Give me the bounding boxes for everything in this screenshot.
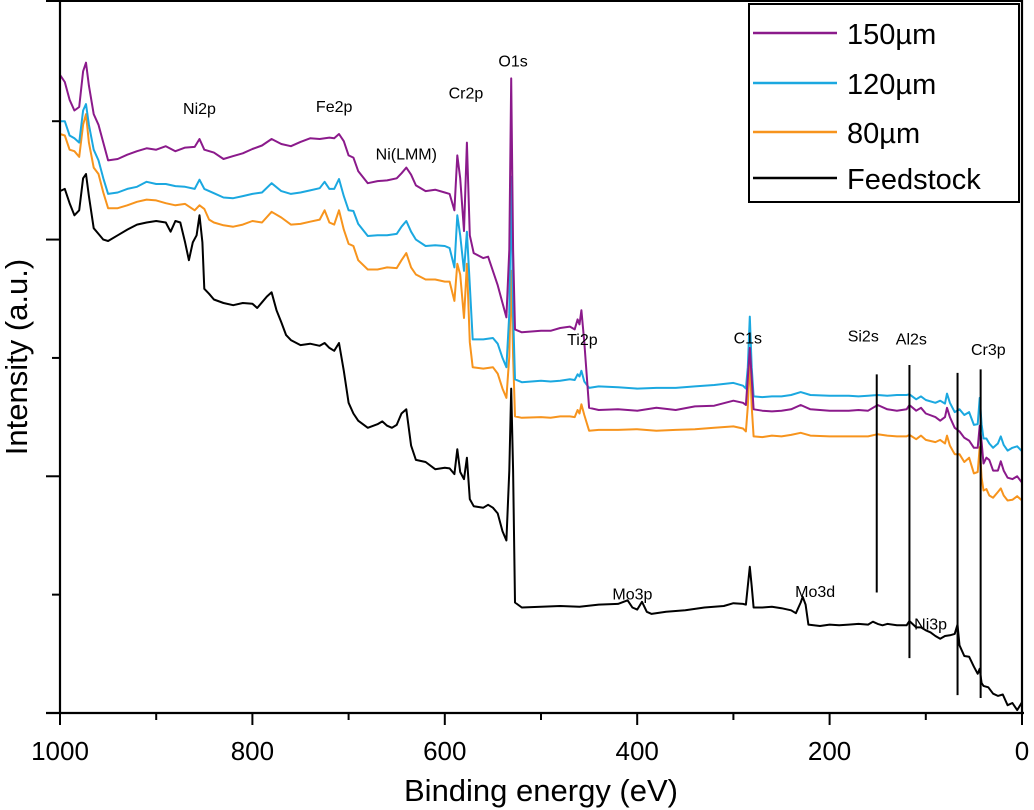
peak-label-mo3p: Mo3p (612, 587, 652, 604)
x-tick-label: 200 (808, 736, 851, 766)
x-axis-title: Binding energy (eV) (404, 773, 678, 808)
peak-label-c1s: C1s (734, 331, 762, 348)
peak-label-si2s: Si2s (848, 329, 879, 346)
x-tick-label: 0 (1015, 736, 1029, 766)
x-tick-label: 400 (616, 736, 659, 766)
series-line-80um (59, 113, 1023, 502)
series-line-feedstock (59, 173, 1023, 712)
series-line-150um (59, 61, 1023, 484)
peak-annotations: Ni2p Fe2p Ni(LMM) Cr2p O1s Ti2p C1s Si2s Al2s Cr3… (183, 53, 1006, 633)
x-axis-ticks: 1000 800 600 400 200 0 (31, 713, 1029, 766)
peak-label-ni3p: Ni3p (914, 617, 947, 634)
series-layer (59, 61, 1023, 712)
peak-label-mo3d: Mo3d (795, 584, 835, 601)
legend-box (748, 3, 1020, 203)
peak-label-al2s: Al2s (896, 331, 927, 348)
peak-label-ni2p: Ni2p (183, 101, 216, 118)
reference-lines (875, 365, 982, 699)
peak-label-ni-lmm: Ni(LMM) (376, 147, 437, 164)
x-tick-label: 1000 (31, 736, 89, 766)
x-tick-label: 600 (423, 736, 466, 766)
peak-label-ti2p: Ti2p (567, 332, 598, 349)
x-tick-label: 800 (231, 736, 274, 766)
peak-label-cr3p: Cr3p (971, 342, 1006, 359)
legend-label-120um: 120µm (847, 69, 936, 101)
legend: 150µm 120µm 80µm Feedstock (748, 3, 1020, 203)
peak-label-o1s: O1s (498, 53, 527, 70)
legend-label-80um: 80µm (847, 118, 920, 150)
y-axis-title: Intensity (a.u.) (0, 259, 34, 455)
peak-label-fe2p: Fe2p (316, 99, 353, 116)
y-axis-ticks (46, 120, 60, 714)
peak-label-cr2p: Cr2p (449, 85, 484, 102)
legend-label-feedstock: Feedstock (847, 164, 981, 196)
legend-label-150um: 150µm (847, 19, 936, 51)
